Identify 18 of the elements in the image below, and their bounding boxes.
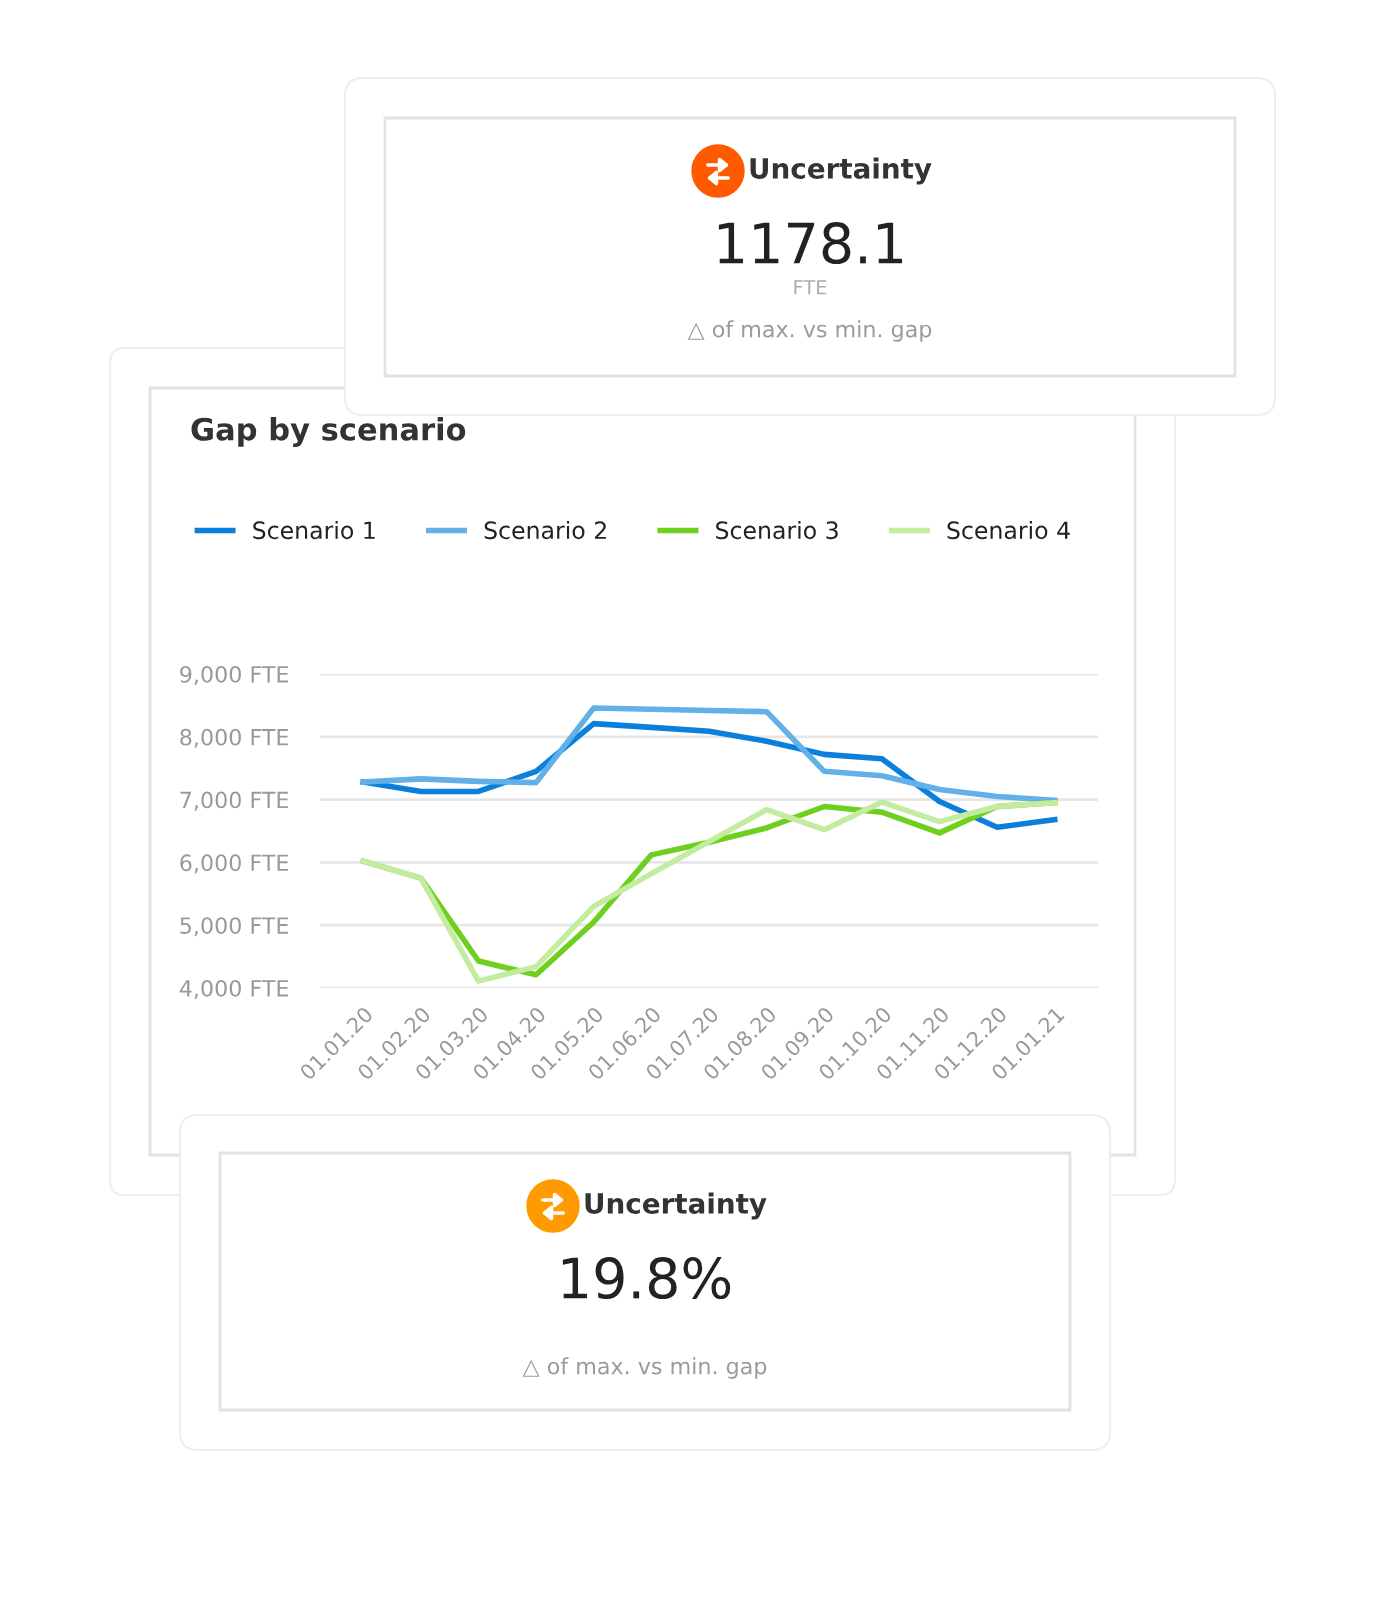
- text: △ of max. vs min. gap: [687, 320, 932, 342]
- chart-title: Gap by scenario: [191, 417, 466, 447]
- text: △ of max. vs min. gap: [522, 1357, 767, 1379]
- legend-label: Scenario 2: [484, 520, 606, 540]
- text: 19.8%: [562, 1257, 731, 1300]
- text: Uncertainty: [750, 157, 932, 185]
- y-tick-label: 5,000 FTE: [180, 917, 289, 937]
- text: FTE: [794, 280, 827, 295]
- y-tick-label: 8,000 FTE: [180, 728, 289, 748]
- text: Uncertainty: [585, 1192, 767, 1220]
- y-tick-label: 7,000 FTE: [180, 791, 289, 811]
- legend-label: Scenario 1: [253, 520, 375, 540]
- y-tick-label: 4,000 FTE: [179, 979, 289, 1000]
- y-tick-label: 9,000 FTE: [180, 665, 289, 686]
- text: 1178.1: [718, 222, 903, 265]
- y-tick-label: 6,000 FTE: [180, 854, 289, 874]
- legend-label: Scenario 4: [947, 520, 1070, 540]
- legend-label: Scenario 3: [716, 520, 838, 540]
